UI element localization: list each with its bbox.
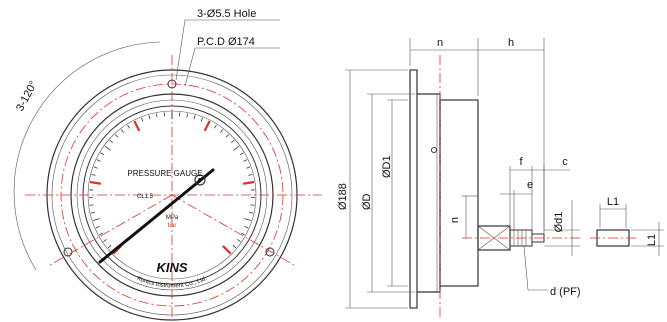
minor-tick: [249, 211, 254, 214]
minor-tick: [90, 211, 95, 214]
accuracy-mark: CL1.5: [137, 194, 154, 200]
minor-tick: [91, 173, 96, 176]
minor-tick: [233, 145, 240, 151]
minor-tick: [232, 245, 237, 249]
pointer-needle: [98, 168, 215, 264]
major-tick: [242, 180, 255, 185]
minor-tick: [225, 134, 230, 138]
thread-label: d (PF): [550, 286, 581, 298]
dial-title: PRESSURE GAUGE: [127, 169, 202, 178]
angle-label: 3-120°: [14, 79, 40, 113]
minor-tick: [230, 139, 235, 144]
minor-tick: [213, 124, 217, 129]
minor-tick: [103, 239, 107, 242]
unit-secondary: bar: [168, 223, 177, 229]
angle-arc: [13, 41, 161, 271]
dim-D1: ØD1: [381, 155, 393, 178]
pcd-leader: [184, 47, 280, 87]
minor-tick: [107, 245, 112, 249]
detail-L1-top: L1: [607, 196, 619, 208]
minor-tick: [92, 218, 100, 222]
minor-tick: [100, 152, 105, 156]
detail-L1-side: L1: [646, 234, 658, 246]
minor-tick: [193, 115, 196, 120]
major-tick: [89, 180, 102, 185]
major-tick: [222, 245, 232, 255]
minor-tick: [237, 239, 241, 242]
pointer-pin: [198, 178, 202, 182]
minor-tick: [109, 139, 114, 144]
pointer-hub: [194, 174, 206, 186]
minor-tick: [244, 218, 252, 222]
dim-e: e: [527, 179, 533, 191]
brand-logo: KINS: [156, 260, 187, 275]
minor-tick: [93, 166, 98, 169]
dim-n-side: n: [449, 217, 461, 223]
minor-tick: [241, 232, 245, 236]
dim-f: f: [519, 156, 523, 168]
major-tick: [203, 120, 211, 132]
minor-tick: [220, 129, 224, 133]
bolt-hole-right: [265, 247, 275, 257]
minor-tick: [99, 232, 103, 236]
minor-tick: [104, 145, 111, 151]
minor-tick: [239, 152, 244, 156]
side-view: n h Ø188 ØD ØD1 f c e n: [337, 37, 581, 320]
dim-h: h: [508, 37, 514, 49]
pcd-label: P.C.D Ø174: [197, 36, 255, 48]
minor-tick: [96, 159, 101, 162]
minor-tick: [244, 226, 249, 229]
hole-axis-left: [49, 194, 173, 266]
minor-tick: [250, 204, 255, 206]
dim-n-top: n: [437, 37, 443, 49]
minor-tick: [120, 129, 124, 133]
minor-tick: [95, 226, 100, 229]
minor-tick: [89, 204, 94, 206]
hole-axis-right: [171, 194, 295, 266]
vent-plug: [431, 147, 437, 153]
dim-c: c: [562, 156, 568, 168]
unit-primary: MPa: [166, 215, 179, 221]
flange-plate: [409, 69, 418, 309]
minor-tick: [141, 117, 144, 122]
minor-tick: [156, 113, 158, 118]
dim-188: Ø188: [337, 183, 349, 210]
thread-leader: [523, 245, 548, 291]
case-body: [439, 99, 479, 287]
bezel-profile: [417, 93, 441, 293]
minor-tick: [114, 134, 119, 138]
front-view: PRESSURE GAUGE CL1.5 MPa bar KINS Konics…: [13, 8, 322, 321]
dim-D: ØD: [361, 193, 373, 210]
minor-tick: [186, 113, 188, 118]
minor-tick: [127, 124, 131, 129]
minor-tick: [200, 117, 203, 122]
hole-label: 3-Ø5.5 Hole: [197, 8, 256, 20]
detail-view: L1 L1: [590, 196, 664, 256]
minor-tick: [248, 173, 253, 176]
dim-d1: Ød1: [553, 212, 565, 233]
minor-tick: [243, 159, 248, 162]
hole-leader: [175, 19, 280, 81]
minor-tick: [246, 166, 251, 169]
minor-tick: [148, 115, 151, 120]
major-tick: [133, 120, 141, 132]
